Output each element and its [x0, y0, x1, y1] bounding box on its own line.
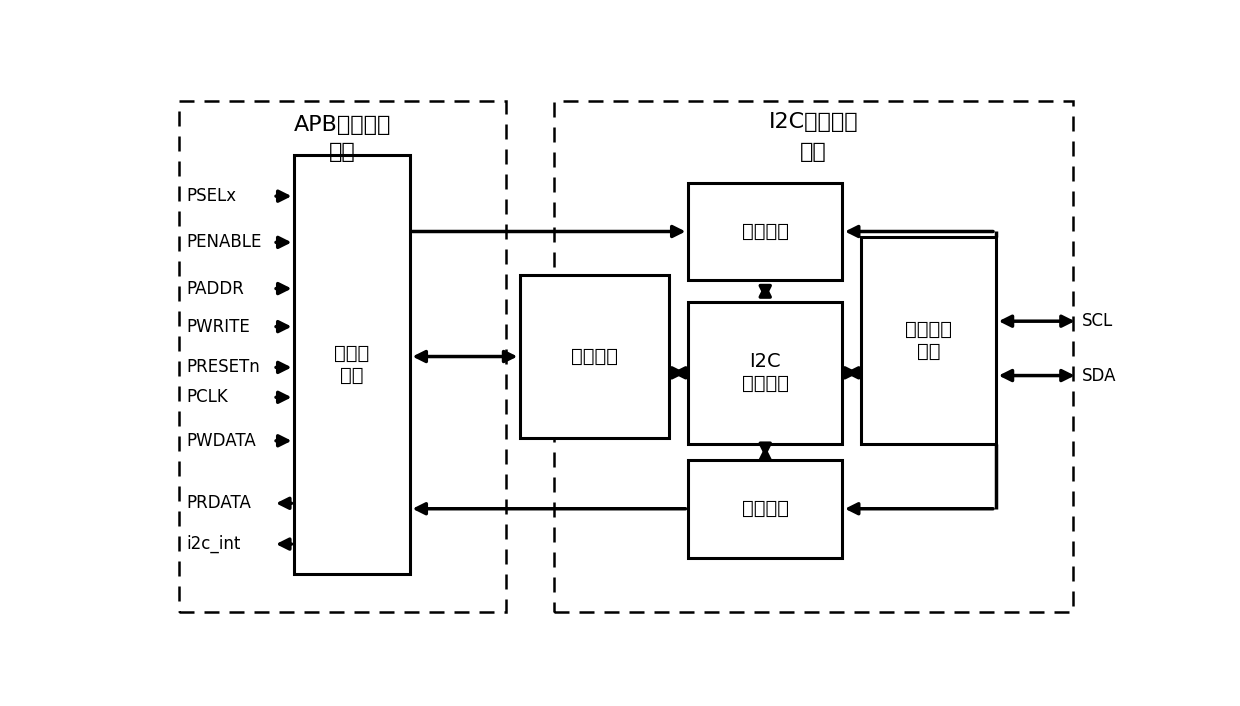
Text: PENABLE: PENABLE [187, 234, 262, 251]
Text: I2C
控制模块: I2C 控制模块 [742, 352, 789, 393]
Text: APB总线接口: APB总线接口 [294, 114, 391, 135]
Text: PRDATA: PRDATA [187, 494, 252, 513]
Text: SCL: SCL [1083, 312, 1114, 330]
Text: i2c_int: i2c_int [187, 535, 241, 554]
Text: 寄存器
模块: 寄存器 模块 [335, 345, 370, 385]
Bar [521, 275, 670, 438]
Text: 接收缓冲: 接收缓冲 [742, 499, 789, 518]
Text: 模块: 模块 [800, 142, 827, 162]
Text: 发送缓冲: 发送缓冲 [742, 222, 789, 241]
Text: 模块: 模块 [329, 142, 356, 162]
Text: 控制模块: 控制模块 [572, 347, 619, 366]
Text: PRESETn: PRESETn [187, 359, 260, 376]
Bar [688, 302, 842, 443]
Bar [294, 155, 409, 574]
Bar [688, 183, 842, 280]
Text: I2C总线接口: I2C总线接口 [769, 112, 858, 132]
Bar [179, 101, 506, 612]
Text: PADDR: PADDR [187, 280, 244, 297]
Bar [688, 460, 842, 558]
Bar [554, 101, 1073, 612]
Text: PSELx: PSELx [187, 187, 237, 205]
Bar [862, 237, 996, 443]
Text: PWDATA: PWDATA [187, 432, 257, 450]
Text: PWRITE: PWRITE [187, 318, 250, 335]
Text: SDA: SDA [1083, 366, 1117, 385]
Text: PCLK: PCLK [187, 388, 228, 406]
Text: 发送接收
模块: 发送接收 模块 [905, 320, 952, 361]
